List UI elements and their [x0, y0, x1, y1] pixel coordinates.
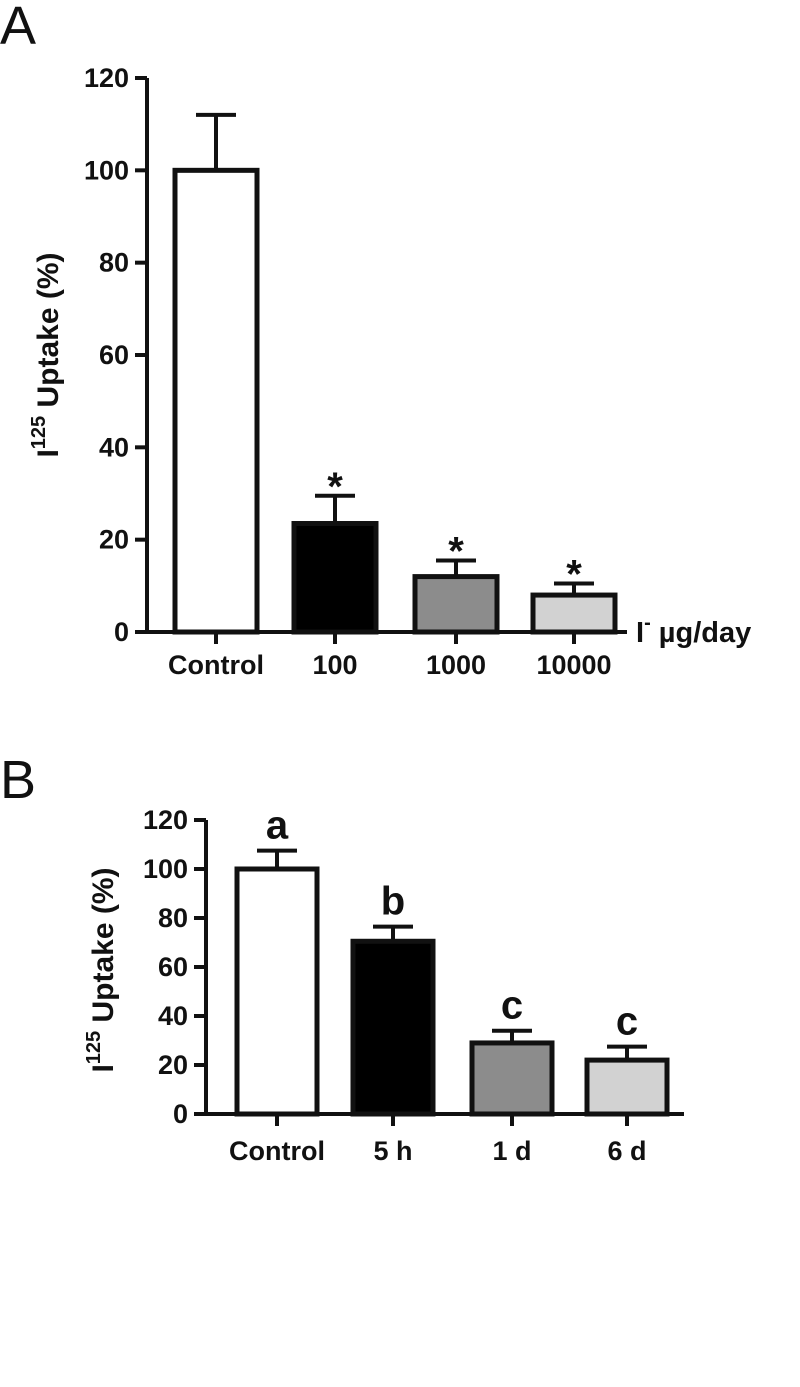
y-tick-label: 40 — [158, 1001, 188, 1031]
x-tick-label: 100 — [312, 650, 357, 680]
chart-panel-b: 0 20 40 60 80 100 120 Control a 5 h b 1 d c 6 d c I125 … — [83, 804, 684, 1166]
x-tick-label: 5 h — [373, 1136, 412, 1166]
y-tick-label: 120 — [143, 805, 188, 835]
bar — [234, 866, 320, 1117]
y-tick-label: 80 — [99, 248, 129, 278]
y-tick-label: 20 — [99, 525, 129, 555]
significance-label: b — [381, 880, 405, 924]
bar — [172, 167, 260, 635]
x-tick-label: Control — [229, 1136, 325, 1166]
y-tick-label: 60 — [99, 340, 129, 370]
x-tick-label: 1 d — [492, 1136, 531, 1166]
significance-label: c — [501, 984, 523, 1028]
y-tick-label: 40 — [99, 432, 129, 462]
y-axis-label: I125 Uptake (%) — [28, 252, 65, 457]
significance-label: * — [566, 553, 582, 597]
bar — [530, 592, 618, 635]
y-tick-label: 100 — [84, 155, 129, 185]
bar — [469, 1040, 555, 1117]
y-tick-label: 100 — [143, 854, 188, 884]
significance-label: c — [616, 1000, 638, 1044]
significance-label: * — [448, 529, 464, 573]
x-tick-label: Control — [168, 650, 264, 680]
bar — [291, 521, 379, 635]
bar — [350, 938, 436, 1117]
y-tick-label: 80 — [158, 903, 188, 933]
bar — [584, 1057, 670, 1117]
panel-letter-b: B — [0, 750, 36, 810]
panel-letter-a: A — [0, 0, 36, 56]
x-axis-unit-label: I- µg/day — [636, 612, 751, 649]
y-tick-label: 120 — [84, 63, 129, 93]
y-tick-label: 60 — [158, 952, 188, 982]
bar — [412, 574, 500, 635]
significance-label: * — [327, 465, 343, 509]
y-tick-label: 0 — [173, 1099, 188, 1129]
x-tick-label: 1000 — [426, 650, 486, 680]
chart-panel-a: 0 20 40 60 80 100 120 Control 100 * 1000 * 10000 * I12… — [28, 63, 751, 680]
y-tick-label: 0 — [114, 617, 129, 647]
y-tick-label: 20 — [158, 1050, 188, 1080]
x-tick-label: 10000 — [536, 650, 611, 680]
x-tick-label: 6 d — [607, 1136, 646, 1166]
significance-label: a — [266, 804, 289, 848]
y-axis-label: I125 Uptake (%) — [83, 867, 120, 1072]
